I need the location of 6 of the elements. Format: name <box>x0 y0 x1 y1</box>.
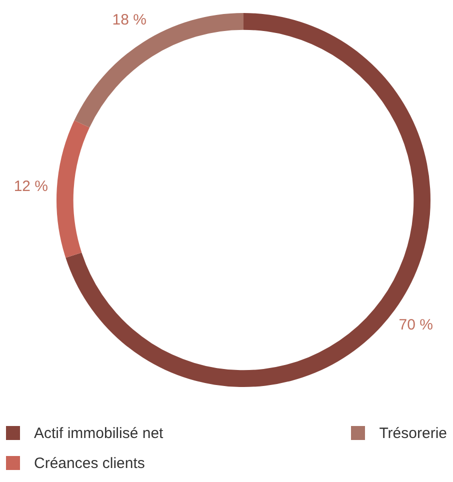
data-label: 70 % <box>398 316 433 334</box>
data-label: 18 % <box>112 11 146 28</box>
legend-label: Créances clients <box>34 454 145 472</box>
legend-label: Actif immobilisé net <box>34 424 164 442</box>
legend-label: Trésorerie <box>379 424 447 442</box>
data-label: 12 % <box>14 178 48 195</box>
